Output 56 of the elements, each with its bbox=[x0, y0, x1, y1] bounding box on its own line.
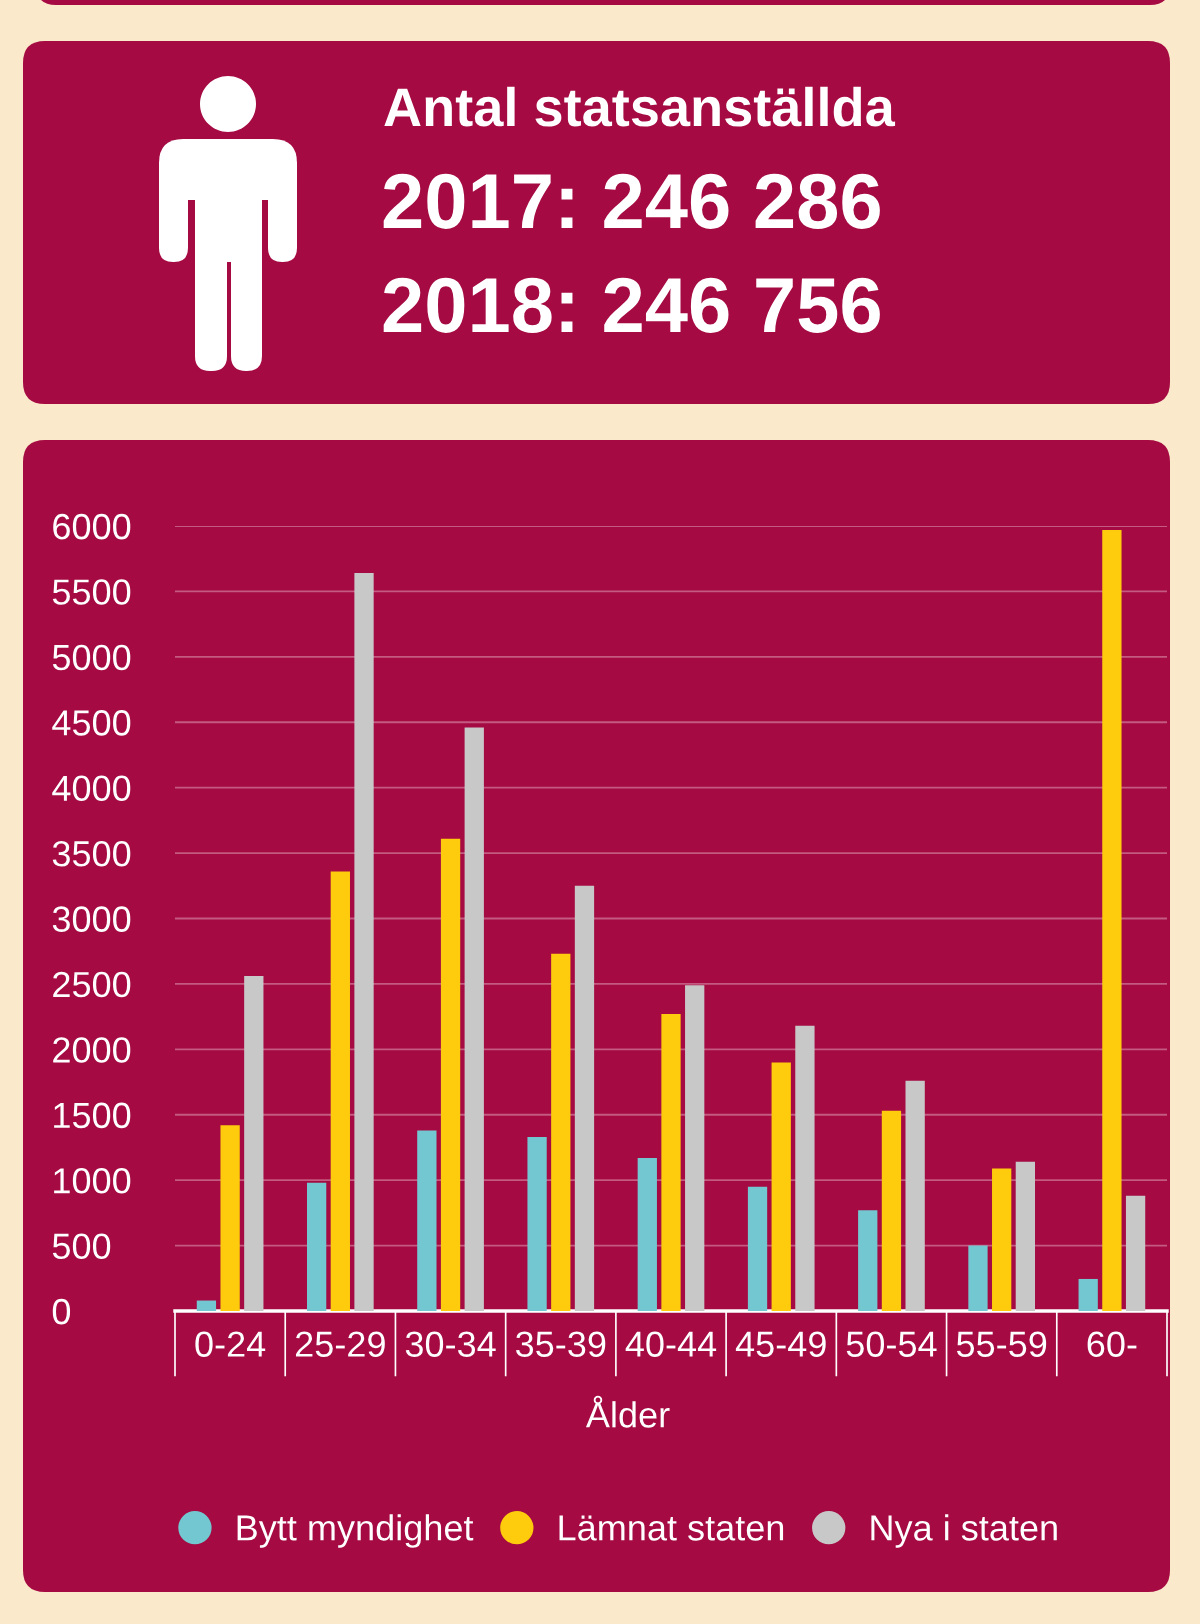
bar bbox=[306, 1182, 327, 1311]
x-tick-label: 60- bbox=[1087, 1331, 1137, 1357]
bar bbox=[905, 1080, 925, 1311]
legend-label: Nya i staten bbox=[871, 1514, 1057, 1548]
text: 2018: 246 756 bbox=[383, 277, 880, 333]
bar bbox=[527, 1136, 547, 1311]
bar bbox=[795, 1025, 815, 1311]
x-tick-label: 55-59 bbox=[956, 1331, 1047, 1357]
y-tick-label: 3000 bbox=[52, 906, 131, 932]
bar bbox=[440, 838, 461, 1311]
bar bbox=[354, 573, 374, 1311]
bar bbox=[771, 1062, 791, 1311]
x-tick-label: 25-29 bbox=[295, 1331, 385, 1357]
bar bbox=[417, 1130, 437, 1311]
legend-label: Lämnat staten bbox=[559, 1515, 784, 1541]
y-tick-label: 2000 bbox=[53, 1037, 131, 1063]
y-tick-label: 3500 bbox=[52, 840, 131, 867]
y-tick-label: 2500 bbox=[53, 971, 131, 998]
y-tick-label: 4000 bbox=[52, 775, 131, 802]
bar bbox=[968, 1245, 988, 1311]
y-tick-label: 5000 bbox=[52, 644, 131, 671]
x-tick-label: 45-49 bbox=[735, 1331, 826, 1357]
legend-label: Bytt myndighet bbox=[237, 1514, 474, 1548]
y-tick-label: 5500 bbox=[52, 579, 131, 605]
bar bbox=[992, 1168, 1012, 1311]
y-tick-label: 4500 bbox=[52, 710, 131, 736]
bar bbox=[244, 976, 264, 1311]
bar bbox=[661, 1014, 681, 1311]
bar bbox=[685, 985, 705, 1311]
y-tick-label: 1500 bbox=[54, 1102, 131, 1129]
bar bbox=[196, 1300, 217, 1311]
bar bbox=[858, 1210, 878, 1311]
bar bbox=[1125, 1195, 1146, 1311]
chart-title: Antal statsanställda bbox=[384, 86, 896, 127]
bar bbox=[881, 1110, 902, 1311]
bar bbox=[637, 1157, 657, 1311]
bar bbox=[1078, 1278, 1098, 1311]
y-tick-label: 1000 bbox=[54, 1168, 131, 1194]
bar bbox=[220, 1125, 240, 1311]
bar bbox=[1015, 1161, 1036, 1311]
bar bbox=[464, 727, 484, 1311]
x-tick-label: 50-54 bbox=[846, 1331, 937, 1357]
bar bbox=[551, 953, 571, 1311]
bar bbox=[330, 871, 350, 1311]
x-tick-label: 30-34 bbox=[405, 1331, 496, 1357]
x-tick-label: 35-39 bbox=[515, 1331, 606, 1357]
x-tick-label: 40-44 bbox=[625, 1331, 717, 1357]
bar bbox=[747, 1186, 768, 1311]
x-tick-label: 0-24 bbox=[195, 1331, 266, 1357]
bar bbox=[574, 885, 595, 1311]
y-tick-label: 0 bbox=[52, 1298, 71, 1325]
text: 2017: 246 286 bbox=[383, 173, 880, 229]
x-axis-title: Ålder bbox=[585, 1395, 670, 1428]
bar bbox=[1102, 529, 1122, 1311]
y-tick-label: 500 bbox=[52, 1233, 111, 1260]
y-tick-label: 6000 bbox=[53, 513, 131, 540]
